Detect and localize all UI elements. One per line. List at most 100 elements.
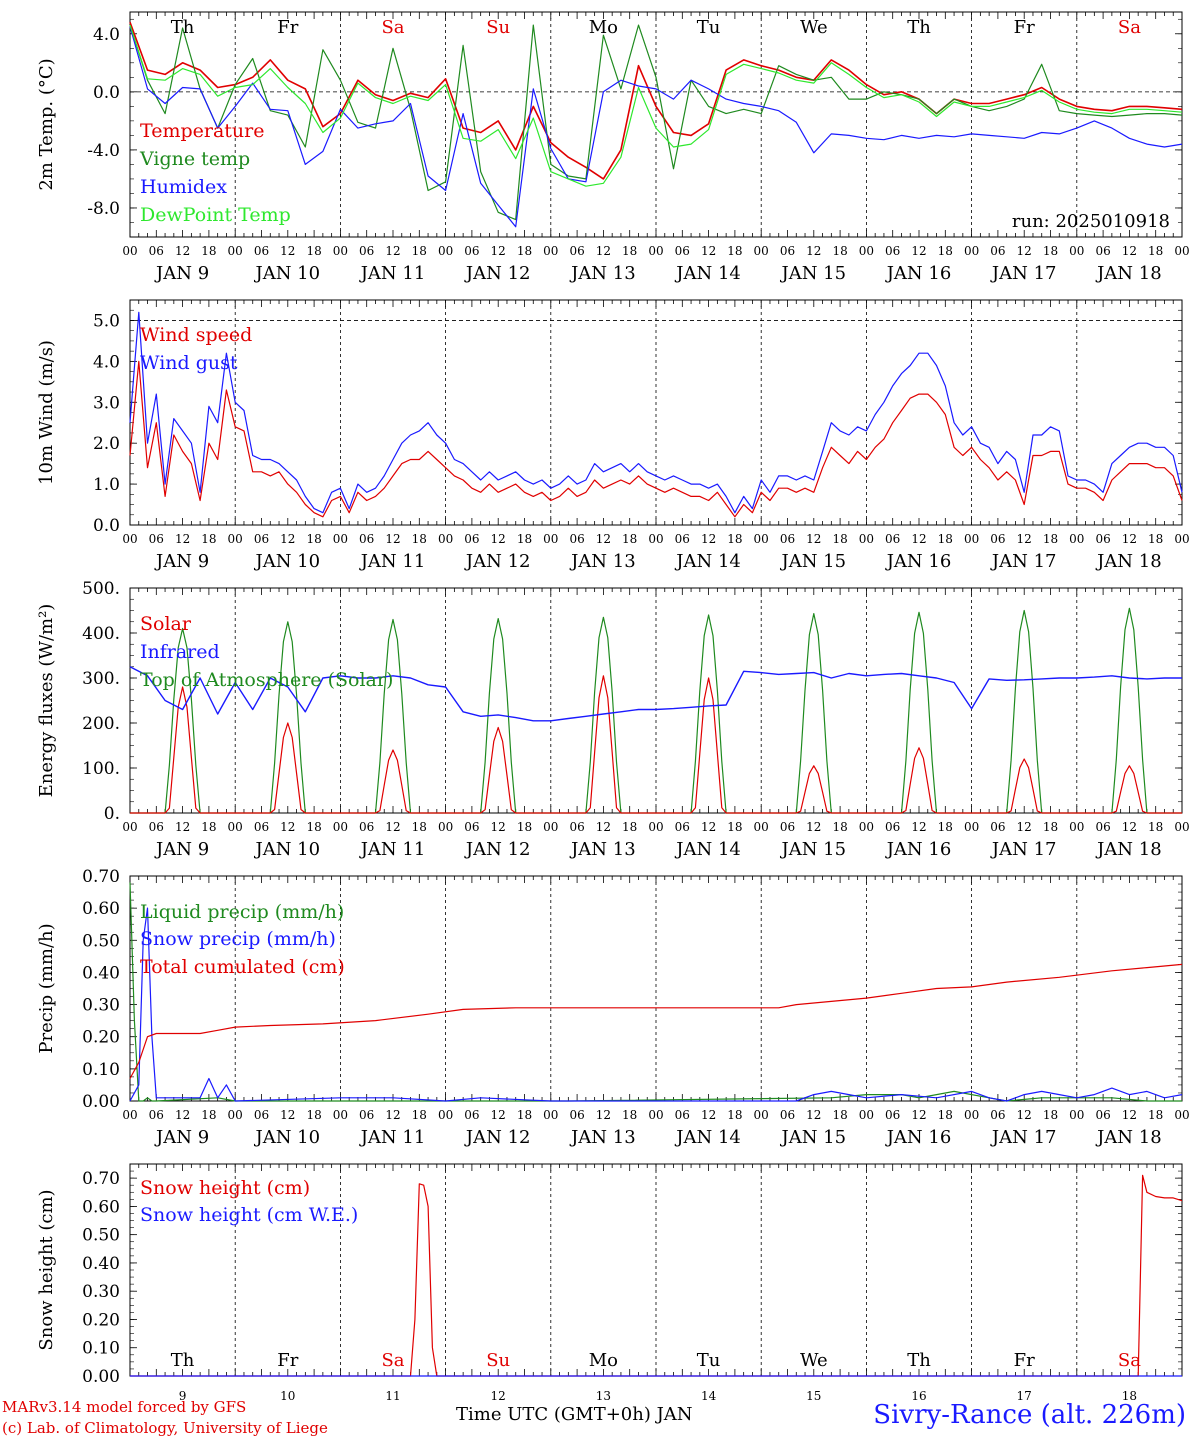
day-label: JAN 13 (569, 839, 636, 860)
lab-credit: (c) Lab. of Climatology, University of L… (2, 1419, 328, 1437)
hour-tick-label: 06 (464, 820, 479, 834)
hour-tick-label: 18 (1043, 532, 1058, 546)
y-tick-label: 0.20 (82, 1310, 120, 1330)
hour-tick-label: 00 (122, 244, 137, 258)
hour-tick-label: 18 (517, 1108, 532, 1122)
hour-tick-label: 18 (622, 532, 637, 546)
day-label: JAN 18 (1095, 263, 1162, 284)
y-tick-label: 2.0 (93, 434, 120, 454)
hour-tick-label: 18 (201, 532, 216, 546)
y-tick-label: 4.0 (93, 352, 120, 372)
hour-tick-label: 06 (569, 1108, 584, 1122)
hour-tick-label: 18 (622, 1108, 637, 1122)
hour-tick-label: 06 (359, 1108, 374, 1122)
hour-tick-label: 18 (412, 244, 427, 258)
series-line-series1 (129, 907, 1183, 1102)
hour-tick-label: 18 (938, 1108, 953, 1122)
hour-tick-label: 12 (491, 244, 506, 258)
series-line-series2 (129, 26, 1183, 228)
day-label: JAN 15 (780, 1127, 847, 1148)
hour-tick-label: 06 (254, 244, 269, 258)
hour-tick-label: 00 (964, 532, 979, 546)
weekday-label: Fr (1014, 17, 1035, 38)
hour-tick-label: 12 (175, 1108, 190, 1122)
hour-tick-label: 06 (254, 820, 269, 834)
hour-tick-label: 00 (859, 1108, 874, 1122)
hour-tick-label: 18 (1043, 820, 1058, 834)
hour-tick-label: 12 (175, 244, 190, 258)
y-axis-label: Energy fluxes (W/m²) (36, 604, 57, 798)
y-tick-label: 0. (104, 804, 120, 824)
chart-panel-3 (129, 587, 1183, 814)
weekday-label: Th (171, 1350, 195, 1371)
y-tick-label: 1.0 (93, 475, 120, 495)
hour-tick-label: 12 (1122, 1108, 1137, 1122)
hour-tick-label: 18 (727, 244, 742, 258)
hour-tick-label: 18 (517, 532, 532, 546)
legend-entry: Temperature (140, 120, 264, 142)
series-line-series0 (129, 360, 1183, 518)
y-tick-label: 300. (82, 669, 120, 689)
hour-tick-label: 06 (885, 244, 900, 258)
run-annotation: run: 2025010918 (1012, 211, 1170, 232)
hour-tick-label: 00 (964, 820, 979, 834)
weekday-label: Su (486, 1350, 510, 1371)
hour-tick-label: 00 (648, 820, 663, 834)
hour-tick-label: 06 (1095, 1108, 1110, 1122)
hour-tick-label: 12 (1122, 820, 1137, 834)
hour-tick-label: 00 (333, 1108, 348, 1122)
hour-tick-label: 12 (701, 244, 716, 258)
legend-entry: Snow height (cm W.E.) (140, 1204, 358, 1226)
x-axis-label: Time UTC (GMT+0h) JAN (456, 1404, 693, 1425)
day-label: JAN 16 (885, 263, 952, 284)
hour-tick-label: 12 (806, 820, 821, 834)
day-number-label: 15 (806, 1389, 821, 1403)
day-label: JAN 18 (1095, 551, 1162, 572)
hour-tick-label: 12 (911, 1108, 926, 1122)
day-label: JAN 13 (569, 1127, 636, 1148)
day-label: JAN 17 (990, 839, 1057, 860)
day-label: JAN 15 (780, 551, 847, 572)
hour-tick-label: 18 (938, 244, 953, 258)
hour-tick-label: 18 (938, 820, 953, 834)
hour-tick-label: 00 (648, 532, 663, 546)
hour-tick-label: 00 (438, 1108, 453, 1122)
hour-tick-label: 12 (596, 820, 611, 834)
hour-tick-label: 00 (754, 1108, 769, 1122)
hour-tick-label: 18 (1148, 244, 1163, 258)
legend-entry: Total cumulated (cm) (140, 956, 345, 978)
legend-entry: Snow height (cm) (140, 1177, 310, 1199)
day-label: JAN 17 (990, 263, 1057, 284)
hour-tick-label: 18 (201, 1108, 216, 1122)
hour-tick-label: 00 (543, 820, 558, 834)
legend-entry: Top of Atmosphere (Solar) (140, 669, 393, 691)
hour-tick-label: 00 (1069, 532, 1084, 546)
y-tick-label: -8.0 (87, 199, 120, 219)
y-tick-label: 0.50 (82, 931, 120, 951)
hour-tick-label: 06 (254, 1108, 269, 1122)
hour-tick-label: 06 (359, 532, 374, 546)
hour-tick-label: 12 (385, 532, 400, 546)
day-number-label: 9 (179, 1389, 187, 1403)
day-label: JAN 15 (780, 839, 847, 860)
day-number-label: 14 (701, 1389, 717, 1403)
weekday-label: Th (171, 17, 195, 38)
weekday-label: Su (486, 17, 510, 38)
hour-tick-label: 00 (1069, 820, 1084, 834)
y-axis-label: 10m Wind (m/s) (36, 340, 57, 485)
y-tick-label: 0.20 (82, 1028, 120, 1048)
hour-tick-label: 18 (517, 244, 532, 258)
hour-tick-label: 00 (1069, 244, 1084, 258)
series-line-series3 (129, 24, 1183, 187)
legend-entry: Liquid precip (mm/h) (140, 901, 344, 923)
day-label: JAN 13 (569, 263, 636, 284)
day-label: JAN 16 (885, 1127, 952, 1148)
hour-tick-label: 12 (911, 244, 926, 258)
hour-tick-label: 18 (201, 820, 216, 834)
day-label: JAN 15 (780, 263, 847, 284)
hour-tick-label: 18 (938, 532, 953, 546)
day-label: JAN 18 (1095, 839, 1162, 860)
hour-tick-label: 12 (1017, 820, 1032, 834)
weekday-label: Fr (277, 17, 298, 38)
weekday-label: Th (907, 1350, 931, 1371)
